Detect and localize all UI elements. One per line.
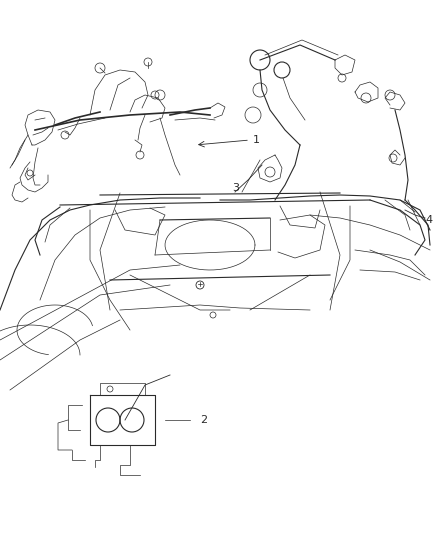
Text: 3: 3 bbox=[232, 183, 239, 193]
Text: 4: 4 bbox=[425, 215, 432, 225]
Text: 1: 1 bbox=[253, 135, 260, 145]
Text: 2: 2 bbox=[200, 415, 207, 425]
